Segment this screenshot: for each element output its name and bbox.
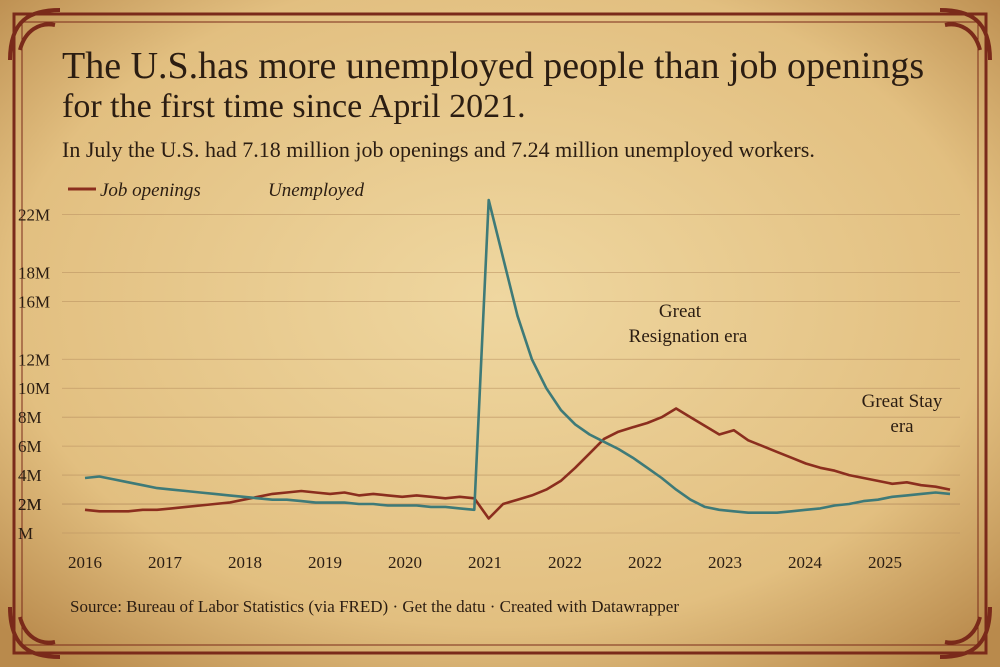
x-tick-label: 2024 xyxy=(788,553,823,572)
x-tick-label: 2017 xyxy=(148,553,183,572)
chart-title: The U.S.has more unemployed people than … xyxy=(62,45,924,87)
annotation: Great xyxy=(659,301,702,322)
legend-label: Job openings xyxy=(100,180,201,201)
chart-subtitle: In July the U.S. had 7.18 million job op… xyxy=(62,137,815,162)
corner-ornaments xyxy=(8,8,992,659)
x-tick-label: 2022 xyxy=(548,553,582,572)
annotation: Resignation era xyxy=(629,326,748,347)
legend-label: Unemployed xyxy=(268,180,365,201)
frame-inner xyxy=(21,21,979,646)
y-tick-label: 8M xyxy=(18,408,42,427)
annotation: era xyxy=(890,416,914,437)
source-note: Source: Bureau of Labor Statistics (via … xyxy=(70,597,679,616)
x-tick-label: 2018 xyxy=(228,553,262,572)
series-line xyxy=(84,407,951,520)
x-tick-label: 2025 xyxy=(868,553,902,572)
y-tick-label: 10M xyxy=(18,379,50,398)
y-tick-label: 16M xyxy=(18,292,50,311)
x-tick-label: 2023 xyxy=(708,553,742,572)
y-tick-label: 2M xyxy=(18,495,42,514)
x-tick-label: 2020 xyxy=(388,553,422,572)
x-tick-label: 2019 xyxy=(308,553,342,572)
y-tick-label: M xyxy=(18,524,33,543)
frame xyxy=(12,12,988,655)
x-tick-label: 2022 xyxy=(628,553,662,572)
x-tick-label: 2016 xyxy=(68,553,102,572)
y-tick-label: 6M xyxy=(18,437,42,456)
chart-title-line2: for the first time since April 2021. xyxy=(62,88,526,125)
y-tick-label: 18M xyxy=(18,263,50,282)
x-tick-label: 2021 xyxy=(468,553,502,572)
y-tick-label: 4M xyxy=(18,466,42,485)
y-tick-label: 2M xyxy=(18,495,42,514)
annotation: Great Stay xyxy=(862,391,943,412)
series-line xyxy=(84,198,951,514)
y-tick-label: 12M xyxy=(18,350,50,369)
y-tick-label: 22M xyxy=(18,205,50,224)
